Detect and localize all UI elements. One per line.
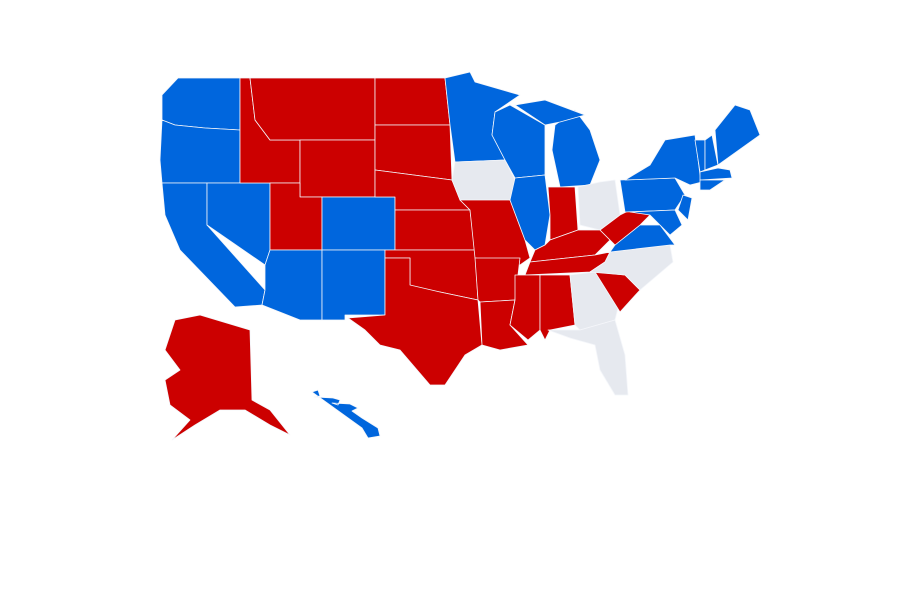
state-nj[interactable] [677,194,693,221]
state-az[interactable] [261,249,323,321]
state-fl[interactable] [547,319,629,396]
state-wy[interactable] [299,139,376,198]
state-ak[interactable] [164,314,291,441]
state-ar[interactable] [474,257,521,303]
state-pa[interactable] [619,177,686,213]
state-ct[interactable] [699,179,726,191]
state-nm[interactable] [321,249,386,321]
state-ia[interactable] [451,159,516,201]
state-or[interactable] [159,119,241,184]
state-wa[interactable] [161,77,241,131]
state-ks[interactable] [394,209,476,251]
state-tx[interactable] [347,257,483,386]
state-co[interactable] [321,196,396,251]
state-me[interactable] [714,104,761,166]
state-wv[interactable] [599,209,651,246]
state-ma[interactable] [699,167,733,181]
state-mi-up[interactable] [514,99,586,126]
state-md[interactable] [629,209,683,236]
state-mt[interactable] [249,77,376,141]
state-nc[interactable] [589,244,674,291]
state-nd[interactable] [374,77,451,126]
state-hi[interactable] [311,389,381,439]
